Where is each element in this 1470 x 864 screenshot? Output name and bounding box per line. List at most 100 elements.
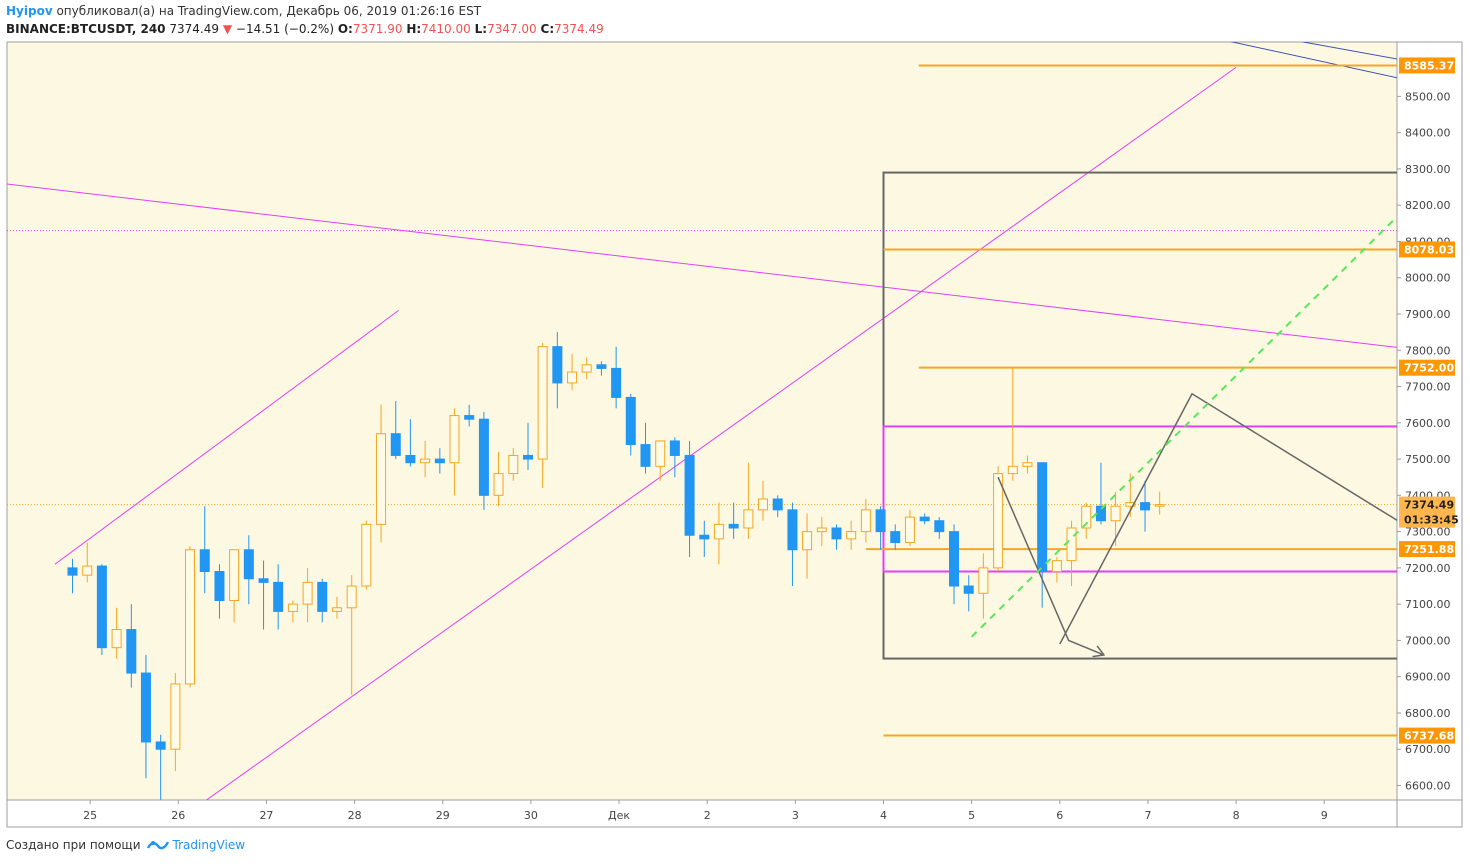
- candle-up: [420, 440, 431, 478]
- candle-down: [699, 520, 710, 558]
- down-triangle-icon: ▼: [222, 22, 233, 36]
- candle-body: [728, 523, 739, 529]
- last-price: 7374.49: [169, 22, 219, 36]
- trend-line: [1230, 42, 1397, 79]
- candle-body: [860, 509, 871, 533]
- price-label-level: 7752.00: [1399, 359, 1455, 376]
- candle-body: [743, 509, 754, 529]
- candle-body: [802, 531, 813, 551]
- candle-down: [96, 564, 107, 655]
- y-tick-label: 7100.00: [1405, 598, 1451, 611]
- candle-body: [405, 454, 416, 464]
- footer-brand[interactable]: TradingView: [172, 838, 246, 852]
- candle-body: [978, 567, 989, 594]
- price-label-level: 8078.03: [1399, 241, 1455, 258]
- y-tick-label: 6600.00: [1405, 779, 1451, 792]
- candle-body: [273, 581, 284, 612]
- candle-body: [96, 565, 107, 649]
- price-label-bg: [1399, 57, 1455, 74]
- candle-body: [949, 531, 960, 587]
- candle-body: [816, 527, 827, 533]
- y-tick-label: 7900.00: [1405, 308, 1451, 321]
- candle-down: [787, 502, 798, 587]
- candle-body: [875, 509, 886, 533]
- price-label-bg: [1399, 511, 1455, 528]
- candle-down: [934, 517, 945, 539]
- candle-body: [904, 516, 915, 543]
- x-tick-label: 6: [1056, 809, 1063, 822]
- candle-up: [1066, 520, 1077, 587]
- candle-body: [1051, 560, 1062, 573]
- candle-body: [1007, 465, 1018, 475]
- open-value: 7371.90: [352, 22, 403, 36]
- candle-up: [229, 549, 240, 623]
- candle-up: [537, 343, 548, 489]
- candle-down: [214, 564, 225, 619]
- candle-down: [155, 734, 166, 800]
- y-tick-label: 7500.00: [1405, 453, 1451, 466]
- price-label-text: 01:33:45: [1404, 514, 1459, 527]
- candle-down: [552, 332, 563, 409]
- candle-body: [155, 741, 166, 750]
- plot-group: [7, 42, 1397, 800]
- candle-body: [243, 549, 254, 580]
- candle-down: [243, 535, 254, 605]
- candle-body: [420, 458, 431, 464]
- candle-body: [1140, 502, 1151, 511]
- price-label-bg: [1399, 496, 1455, 513]
- candle-up: [743, 462, 754, 539]
- candle-up: [846, 520, 857, 550]
- x-tick-label: 8: [1233, 809, 1240, 822]
- candle-up: [581, 357, 592, 380]
- y-tick-label: 7700.00: [1405, 381, 1451, 394]
- x-tick-label: 2: [704, 809, 711, 822]
- price-label-bg: [1399, 541, 1455, 558]
- candle-body: [229, 549, 240, 602]
- chart-header-line2: BINANCE:BTCUSDT, 240 7374.49 ▼ −14.51 (−…: [6, 22, 604, 36]
- candle-body: [1037, 462, 1048, 573]
- candle-down: [1140, 480, 1151, 532]
- candle-down: [728, 502, 739, 539]
- candle-down: [625, 393, 636, 456]
- candle-up: [816, 517, 827, 547]
- author-name[interactable]: Hyipov: [6, 4, 53, 18]
- candle-body: [434, 458, 445, 464]
- candle-down: [140, 654, 151, 779]
- candle-body: [82, 565, 93, 576]
- time-axis-bg: [7, 800, 1397, 827]
- x-tick-label: Дек: [608, 809, 630, 822]
- candle-up: [993, 466, 1004, 572]
- candle-up: [493, 451, 504, 507]
- candle-up: [904, 509, 915, 547]
- candle-body: [214, 571, 225, 602]
- candle-up: [331, 596, 342, 619]
- price-label-text: 8585.37: [1404, 59, 1454, 72]
- price-label-text: 7752.00: [1404, 362, 1454, 375]
- candle-down: [890, 524, 901, 550]
- candle-body: [787, 509, 798, 551]
- candle-up: [302, 567, 313, 623]
- y-tick-label: 8400.00: [1405, 127, 1451, 140]
- candle-down: [831, 524, 842, 550]
- candle-up: [713, 502, 724, 565]
- high-value: 7410.00: [421, 22, 471, 36]
- candle-up: [567, 353, 578, 391]
- price-label-text: 6737.68: [1404, 730, 1454, 743]
- y-tick-label: 8300.00: [1405, 163, 1451, 176]
- candle-up: [376, 404, 387, 543]
- close-label: C:: [540, 22, 555, 36]
- candle-up: [757, 480, 768, 521]
- x-tick-label: 27: [259, 809, 273, 822]
- candle-body: [449, 415, 460, 464]
- y-tick-label: 6800.00: [1405, 707, 1451, 720]
- candle-body: [655, 440, 666, 467]
- x-tick-label: 28: [348, 809, 362, 822]
- candle-body: [625, 396, 636, 446]
- candle-up: [1007, 368, 1018, 481]
- x-tick-label: 4: [880, 809, 887, 822]
- candle-body: [126, 629, 137, 674]
- candle-body: [317, 581, 328, 612]
- candle-body: [361, 523, 372, 587]
- low-value: 7347.00: [487, 22, 537, 36]
